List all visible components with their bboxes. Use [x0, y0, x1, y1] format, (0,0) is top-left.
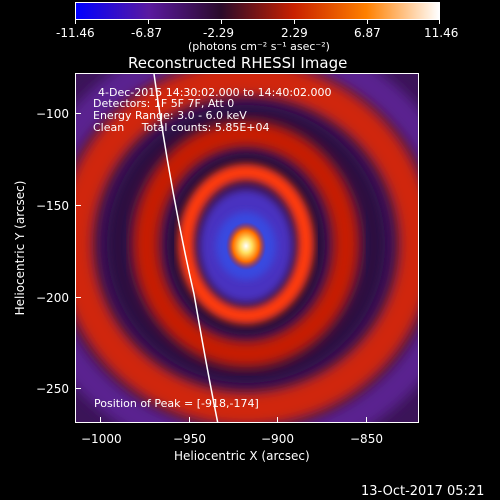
colorbar-tick-label: -6.87: [131, 26, 163, 40]
rhessi-image-plot: [75, 73, 419, 423]
footer-timestamp: 13-Oct-2017 05:21: [361, 484, 485, 499]
x-tick-label: −900: [261, 432, 294, 446]
colorbar-units-label: (photons cm⁻² s⁻¹ asec⁻²): [188, 40, 330, 53]
colorbar: [75, 2, 440, 20]
y-tick-label: −200: [36, 291, 69, 305]
colorbar-tick-label: -2.29: [203, 26, 235, 40]
y-axis-label: Heliocentric Y (arcsec): [13, 180, 27, 316]
x-axis-label: Heliocentric X (arcsec): [174, 449, 310, 463]
colorbar-tick-label: 11.46: [424, 26, 459, 40]
annotation-time-range: 4-Dec-2015 14:30:02.000 to 14:40:02.000: [98, 86, 332, 99]
annotation-peak-position: Position of Peak = [-918,-174]: [94, 397, 259, 410]
y-tick-label: −100: [36, 107, 69, 121]
x-tick-label: −850: [350, 432, 383, 446]
x-tick-label: −1000: [81, 432, 122, 446]
colorbar-ticks: [0, 0, 500, 30]
y-tick-label: −150: [36, 199, 69, 213]
colorbar-tick-label: -11.46: [56, 26, 95, 40]
annotation-method: Clean Total counts: 5.85E+04: [93, 121, 270, 134]
y-tick-label: −250: [36, 382, 69, 396]
annotation-detectors: Detectors: 1F 5F 7F, Att 0: [93, 97, 235, 110]
annotation-energy-range: Energy Range: 3.0 - 6.0 keV: [93, 109, 247, 122]
plot-title: Reconstructed RHESSI Image: [128, 54, 348, 72]
solar-limb-line: [153, 74, 219, 422]
x-tick-label: −950: [173, 432, 206, 446]
colorbar-tick-label: 6.87: [354, 26, 381, 40]
colorbar-tick-label: 2.29: [281, 26, 308, 40]
rhessi-image: [76, 74, 418, 422]
